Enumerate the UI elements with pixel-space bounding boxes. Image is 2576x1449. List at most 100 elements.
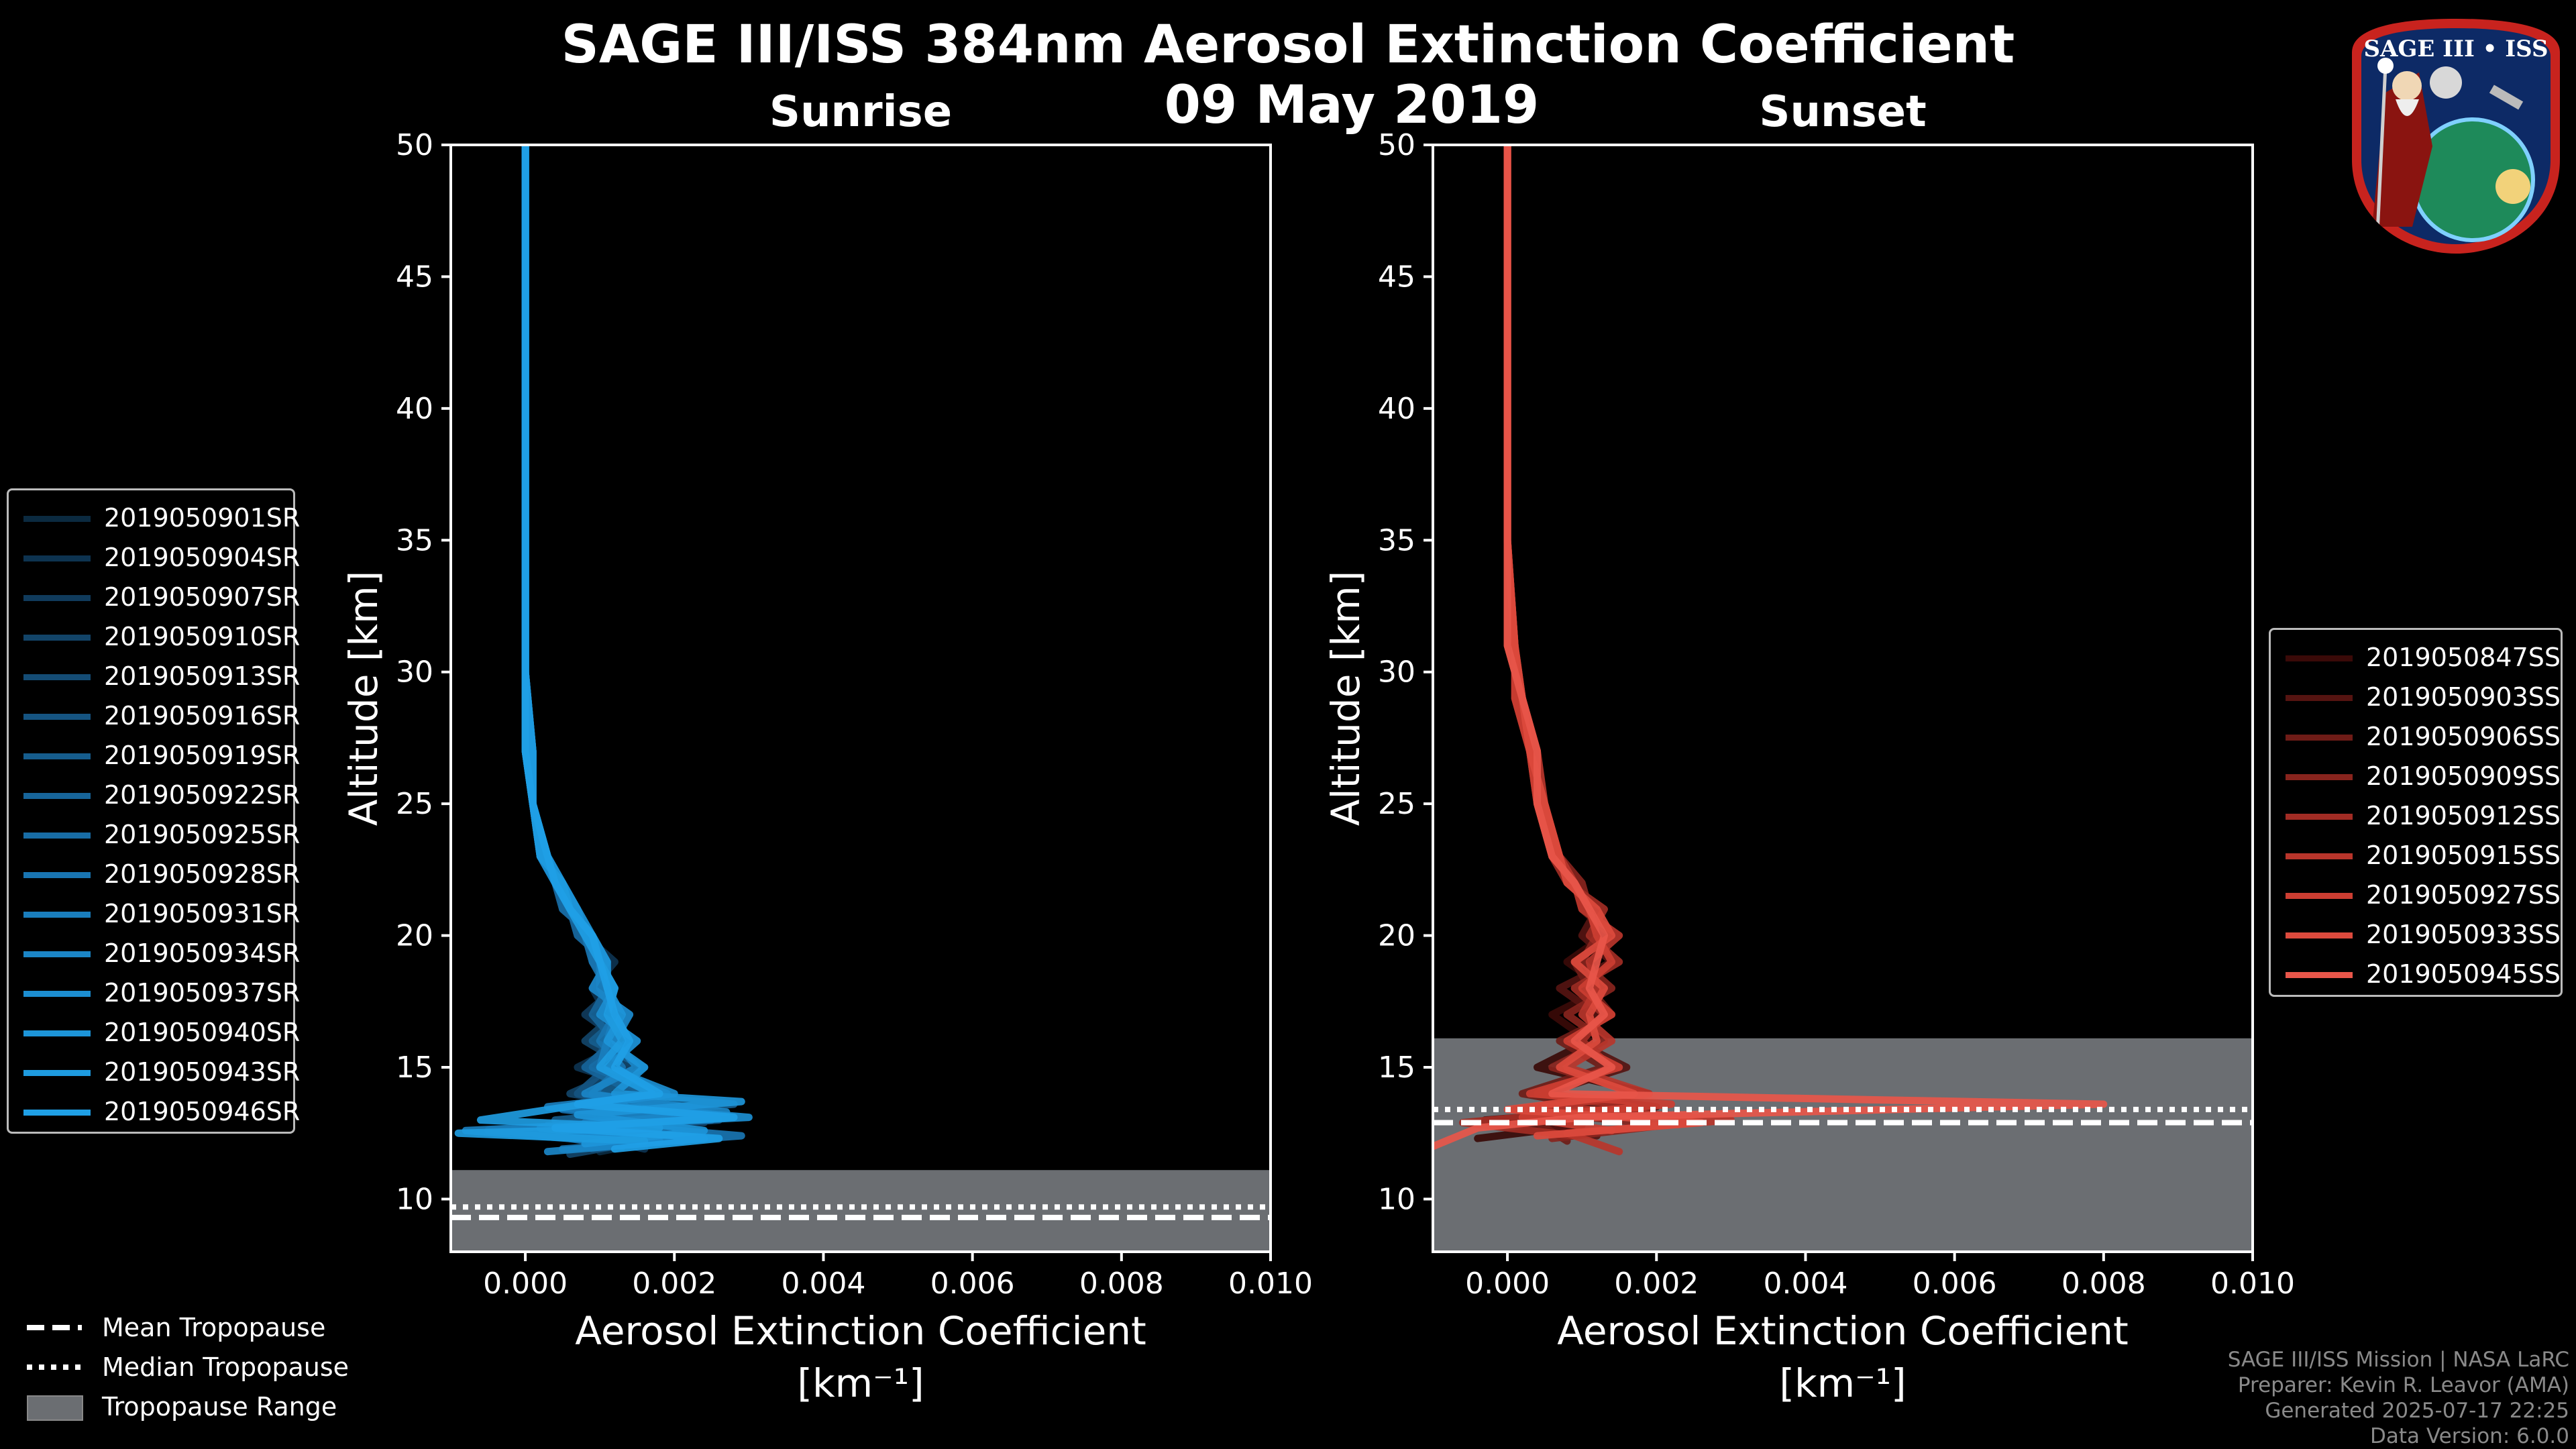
footer-credits: SAGE III/ISS Mission | NASA LaRC Prepare… (2228, 1347, 2569, 1449)
footer-version: Data Version: 6.0.0 (2369, 1424, 2569, 1448)
sunrise-legend-swatch (23, 674, 91, 680)
sunset-ytick-label: 15 (1378, 1051, 1415, 1085)
sunset-ytick-label: 30 (1378, 655, 1415, 690)
sunrise-legend-swatch (23, 991, 91, 997)
sunset-ytick-label: 40 (1378, 392, 1415, 426)
sunset-legend-label: 2019050903SS (2366, 682, 2561, 712)
sunrise-plot: 10 15 20 25 30 35 40 45 50 0.000 0.002 0.004 0.006 0.… (341, 128, 1313, 1406)
sunrise-tropopause-range (451, 1170, 1271, 1252)
sunrise-legend-label: 2019050916SR (104, 701, 301, 731)
sunset-xtick-label: 0.004 (1763, 1267, 1847, 1301)
sunrise-legend-swatch (23, 714, 91, 720)
sunrise-xlabel: Aerosol Extinction Coefficient (575, 1308, 1146, 1354)
sunrise-legend: 2019050901SR 2019050904SR 2019050907SR 2019… (7, 488, 300, 1134)
sunset-legend-swatch (2286, 972, 2353, 978)
sunset-panel-title: Sunset (1759, 87, 1927, 137)
sunset-xtick-label: 0.010 (2210, 1267, 2295, 1301)
sunrise-legend-swatch (23, 555, 91, 561)
sunset-legend-item: 2019050945SS (2271, 955, 2561, 994)
sunset-legend-label: 2019050912SS (2366, 801, 2561, 830)
sunrise-ytick-label: 45 (396, 260, 433, 294)
sunset-ytick-label: 35 (1378, 523, 1415, 557)
mean-tropopause-label: Mean Tropopause (102, 1313, 326, 1342)
sunrise-ytick-label: 50 (396, 128, 433, 162)
sunrise-legend-label: 2019050910SR (104, 622, 301, 651)
range-swatch (27, 1395, 83, 1421)
series-2019050919SR (521, 145, 738, 1150)
footer-mission: SAGE III/ISS Mission | NASA LaRC (2227, 1348, 2569, 1372)
sunset-legend-item: 2019050906SS (2271, 717, 2561, 756)
sunset-xtick-label: 0.008 (2061, 1267, 2146, 1301)
sunset-legend-swatch (2286, 814, 2353, 820)
sunrise-legend-item: 2019050910SR (9, 617, 300, 656)
sunrise-xtick-label: 0.002 (632, 1267, 716, 1301)
sunset-legend-item: 2019050909SS (2271, 757, 2561, 796)
sunrise-legend-label: 2019050922SR (104, 780, 301, 810)
sunset-legend-item: 2019050847SS (2271, 638, 2561, 677)
sunrise-legend-label: 2019050934SR (104, 938, 301, 968)
sunset-legend-item: 2019050927SS (2271, 875, 2561, 914)
sunset-legend-item: 2019050933SS (2271, 915, 2561, 954)
sunset-xtick-label: 0.000 (1465, 1267, 1550, 1301)
sunrise-legend-item: 2019050940SR (9, 1013, 300, 1052)
sunset-xtick-label: 0.002 (1614, 1267, 1699, 1301)
sunrise-legend-label: 2019050913SR (104, 661, 301, 691)
series-2019050915SS (1503, 145, 1735, 1156)
sunset-ytick-label: 25 (1378, 787, 1415, 821)
sunrise-legend-label: 2019050901SR (104, 503, 301, 533)
sunset-legend-label: 2019050906SS (2366, 722, 2561, 751)
sunset-legend-label: 2019050933SS (2366, 920, 2561, 949)
sunset-legend-item: 2019050903SS (2271, 678, 2561, 716)
sunrise-legend-swatch (23, 872, 91, 878)
logo-text: SAGE III • ISS (2363, 36, 2548, 62)
series-2019050946SR (521, 145, 738, 1153)
sunrise-axes-frame (449, 144, 1272, 1253)
sunset-legend-label: 2019050847SS (2366, 643, 2561, 672)
sunrise-ytick-label: 40 (396, 392, 433, 426)
sunrise-legend-swatch (23, 635, 91, 641)
sunset-ytick-label: 45 (1378, 260, 1415, 294)
sunrise-ytick-label: 10 (396, 1182, 433, 1216)
sunrise-legend-swatch (23, 833, 91, 839)
sunrise-legend-item: 2019050907SR (9, 578, 300, 616)
sunrise-legend-item: 2019050904SR (9, 538, 300, 577)
footer-generated: Generated 2025-07-17 22:25 (2265, 1399, 2569, 1423)
sunrise-ylabel: Altitude [km] (341, 571, 386, 826)
sunrise-legend-label: 2019050937SR (104, 978, 301, 1008)
sunset-series-group (1433, 145, 2108, 1156)
sunrise-legend-label: 2019050907SR (104, 582, 301, 612)
sunset-legend-label: 2019050909SS (2366, 761, 2561, 791)
sunrise-xtick-label: 0.006 (930, 1267, 1015, 1301)
sunset-legend-swatch (2286, 932, 2353, 938)
sunrise-legend-item: 2019050943SR (9, 1053, 300, 1091)
sunrise-legend-swatch (23, 753, 91, 759)
sunrise-legend-label: 2019050904SR (104, 543, 301, 572)
sunrise-legend-item: 2019050919SR (9, 736, 300, 775)
sunrise-legend-item: 2019050928SR (9, 855, 300, 894)
sunset-legend-label: 2019050915SS (2366, 841, 2561, 870)
sunset-legend: 2019050847SS 2019050903SS 2019050906SS 2019… (2269, 628, 2563, 997)
sunrise-legend-label: 2019050940SR (104, 1018, 301, 1047)
sunrise-xtick-label: 0.000 (483, 1267, 568, 1301)
sunrise-legend-item: 2019050931SR (9, 894, 300, 933)
sunrise-xtick-label: 0.008 (1079, 1267, 1164, 1301)
sunrise-legend-item: 2019050925SR (9, 815, 300, 854)
sunset-legend-swatch (2286, 893, 2353, 899)
sunrise-legend-swatch (23, 595, 91, 601)
sunrise-legend-item: 2019050913SR (9, 657, 300, 696)
sunrise-legend-label: 2019050943SR (104, 1057, 301, 1087)
series-2019050937SR (521, 145, 753, 1145)
sunrise-legend-swatch (23, 793, 91, 799)
sunset-xlabel-units: [km⁻¹] (1779, 1360, 1906, 1406)
sunrise-legend-label: 2019050919SR (104, 741, 301, 770)
sunset-legend-label: 2019050945SS (2366, 959, 2561, 989)
tropopause-legend: Mean Tropopause Median Tropopause Tropop… (24, 1308, 400, 1429)
sunrise-xtick-label: 0.010 (1228, 1267, 1313, 1301)
series-2019050945SS (1433, 145, 2108, 1150)
sunrise-legend-item: 2019050916SR (9, 696, 300, 735)
sunrise-ytick-label: 15 (396, 1051, 433, 1085)
series-2019050933SS (1503, 145, 1705, 1140)
sunset-legend-swatch (2286, 655, 2353, 661)
sunset-legend-item: 2019050912SS (2271, 796, 2561, 835)
